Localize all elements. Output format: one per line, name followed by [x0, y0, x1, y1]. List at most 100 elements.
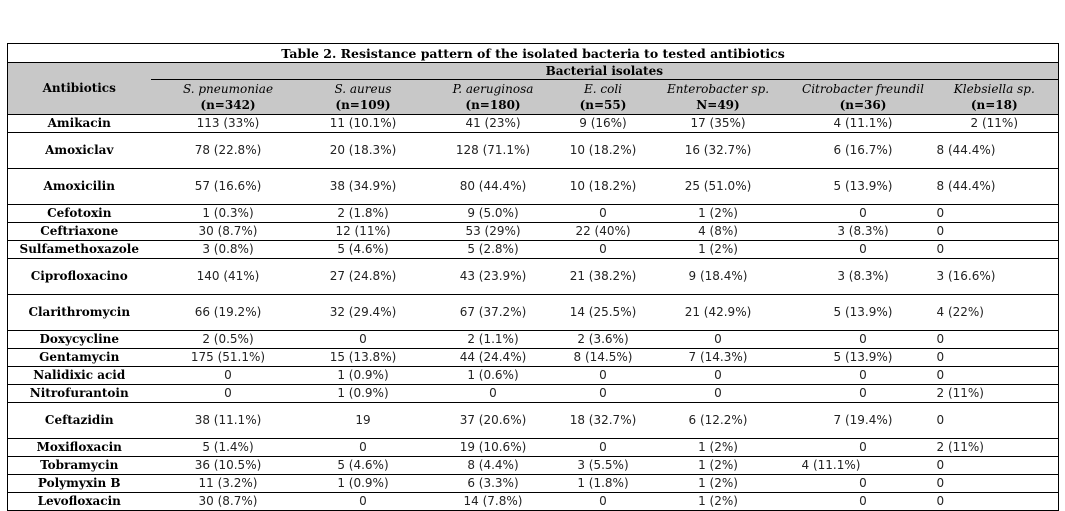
- resistance-value: 11 (3.2%): [150, 474, 306, 493]
- resistance-value: 0: [150, 366, 306, 385]
- resistance-value: 1 (1.8%): [565, 474, 641, 493]
- resistance-value: 0: [640, 330, 796, 349]
- resistance-value: 66 (19.2%): [150, 294, 306, 331]
- header-species: Klebsiella sp. (n=18): [930, 79, 1059, 115]
- header-antibiotics: Antibiotics: [7, 62, 151, 115]
- resistance-value: 44 (24.4%): [420, 348, 566, 367]
- antibiotic-name: Gentamycin: [7, 348, 151, 367]
- table-row: Ceftazidin 38 (11.1%) 19 37 (20.6%) 18 (32.7…: [7, 402, 1059, 439]
- antibiotic-name: Ciprofloxacino: [7, 258, 151, 295]
- resistance-value: 37 (20.6%): [420, 402, 566, 439]
- species-name: Citrobacter freundil: [802, 82, 924, 96]
- resistance-value: 0: [640, 384, 796, 403]
- resistance-value: 21 (42.9%): [640, 294, 796, 331]
- antibiotic-name: Doxycycline: [7, 330, 151, 349]
- resistance-value: 3 (5.5%): [565, 456, 641, 475]
- resistance-value: 9 (18.4%): [640, 258, 796, 295]
- table-row: Nalidixic acid 0 1 (0.9%) 1 (0.6%) 0 0 0 0: [7, 366, 1059, 385]
- resistance-value: 10 (18.2%): [565, 168, 641, 205]
- resistance-value: 5 (13.9%): [795, 348, 931, 367]
- resistance-value: 0: [795, 366, 931, 385]
- resistance-value: 0: [565, 204, 641, 223]
- antibiotic-name: Amoxiclav: [7, 132, 151, 169]
- resistance-value: 0: [930, 492, 1059, 511]
- resistance-value: 9 (5.0%): [420, 204, 566, 223]
- header-bacterial-isolates: Bacterial isolates: [150, 62, 1059, 80]
- resistance-value: 1 (2%): [640, 456, 796, 475]
- species-count: (n=109): [335, 98, 391, 112]
- resistance-value: 2 (3.6%): [565, 330, 641, 349]
- resistance-value: 0: [565, 492, 641, 511]
- resistance-value: 21 (38.2%): [565, 258, 641, 295]
- resistance-value: 0: [795, 204, 931, 223]
- resistance-value: 8 (44.4%): [930, 168, 1059, 205]
- resistance-value: 3 (16.6%): [930, 258, 1059, 295]
- table-title: Table 2. Resistance pattern of the isola…: [7, 43, 1059, 63]
- species-count: (n=180): [465, 98, 521, 112]
- resistance-value: 41 (23%): [420, 114, 566, 133]
- resistance-value: 11 (10.1%): [305, 114, 421, 133]
- resistance-value: 17 (35%): [640, 114, 796, 133]
- resistance-value: 0: [565, 366, 641, 385]
- table-row: Gentamycin 175 (51.1%) 15 (13.8%) 44 (24.4%…: [7, 348, 1059, 367]
- resistance-value: 12 (11%): [305, 222, 421, 241]
- resistance-value: 0: [930, 366, 1059, 385]
- resistance-value: 8 (14.5%): [565, 348, 641, 367]
- resistance-value: 3 (0.8%): [150, 240, 306, 259]
- antibiotic-name: Moxifloxacin: [7, 438, 151, 457]
- table-row: Polymyxin B 11 (3.2%) 1 (0.9%) 6 (3.3%) 1 (1…: [7, 474, 1059, 493]
- antibiotic-name: Ceftriaxone: [7, 222, 151, 241]
- resistance-value: 78 (22.8%): [150, 132, 306, 169]
- species-name: Enterobacter sp.: [666, 82, 770, 96]
- resistance-value: 140 (41%): [150, 258, 306, 295]
- resistance-value: 0: [930, 474, 1059, 493]
- antibiotic-name: Ceftazidin: [7, 402, 151, 439]
- header-species: E. coli (n=55): [565, 79, 641, 115]
- resistance-value: 5 (13.9%): [795, 168, 931, 205]
- resistance-value: 6 (3.3%): [420, 474, 566, 493]
- resistance-value: 14 (7.8%): [420, 492, 566, 511]
- table-row: Ceftriaxone 30 (8.7%) 12 (11%) 53 (29%) 22 (…: [7, 222, 1059, 241]
- resistance-value: 0: [305, 438, 421, 457]
- resistance-value: 19 (10.6%): [420, 438, 566, 457]
- resistance-value: 43 (23.9%): [420, 258, 566, 295]
- antibiotic-name: Clarithromycin: [7, 294, 151, 331]
- table-row: Cefotoxin 1 (0.3%) 2 (1.8%) 9 (5.0%) 0 1 (2%)…: [7, 204, 1059, 223]
- antibiotic-name: Nalidixic acid: [7, 366, 151, 385]
- resistance-value: 6 (16.7%): [795, 132, 931, 169]
- species-name: P. aeruginosa: [452, 82, 534, 96]
- resistance-value: 5 (1.4%): [150, 438, 306, 457]
- resistance-value: 113 (33%): [150, 114, 306, 133]
- resistance-value: 5 (13.9%): [795, 294, 931, 331]
- resistance-value: 80 (44.4%): [420, 168, 566, 205]
- resistance-value: 30 (8.7%): [150, 492, 306, 511]
- resistance-value: 0: [305, 330, 421, 349]
- table-row: Doxycycline 2 (0.5%) 0 2 (1.1%) 2 (3.6%) 0 0 0: [7, 330, 1059, 349]
- resistance-value: 3 (8.3%): [795, 258, 931, 295]
- species-count: (n=55): [579, 98, 627, 112]
- resistance-value: 2 (11%): [930, 438, 1059, 457]
- resistance-value: 0: [930, 222, 1059, 241]
- resistance-value: 0: [930, 204, 1059, 223]
- header-species: S. aureus (n=109): [305, 79, 421, 115]
- resistance-value: 0: [305, 492, 421, 511]
- resistance-value: 0: [795, 438, 931, 457]
- resistance-value: 0: [930, 330, 1059, 349]
- resistance-value: 5 (2.8%): [420, 240, 566, 259]
- resistance-value: 0: [795, 492, 931, 511]
- table-row: Sulfamethoxazole 3 (0.8%) 5 (4.6%) 5 (2.8%)…: [7, 240, 1059, 259]
- antibiotic-name: Nitrofurantoin: [7, 384, 151, 403]
- resistance-value: 0: [930, 456, 1059, 475]
- resistance-value: 8 (44.4%): [930, 132, 1059, 169]
- resistance-value: 38 (11.1%): [150, 402, 306, 439]
- resistance-value: 67 (37.2%): [420, 294, 566, 331]
- resistance-value: 25 (51.0%): [640, 168, 796, 205]
- resistance-value: 36 (10.5%): [150, 456, 306, 475]
- resistance-value: 57 (16.6%): [150, 168, 306, 205]
- resistance-value: 1 (2%): [640, 492, 796, 511]
- resistance-value: 4 (8%): [640, 222, 796, 241]
- antibiotic-name: Amoxicilin: [7, 168, 151, 205]
- species-name: S. pneumoniae: [182, 82, 274, 96]
- resistance-value: 27 (24.8%): [305, 258, 421, 295]
- resistance-value: 0: [930, 348, 1059, 367]
